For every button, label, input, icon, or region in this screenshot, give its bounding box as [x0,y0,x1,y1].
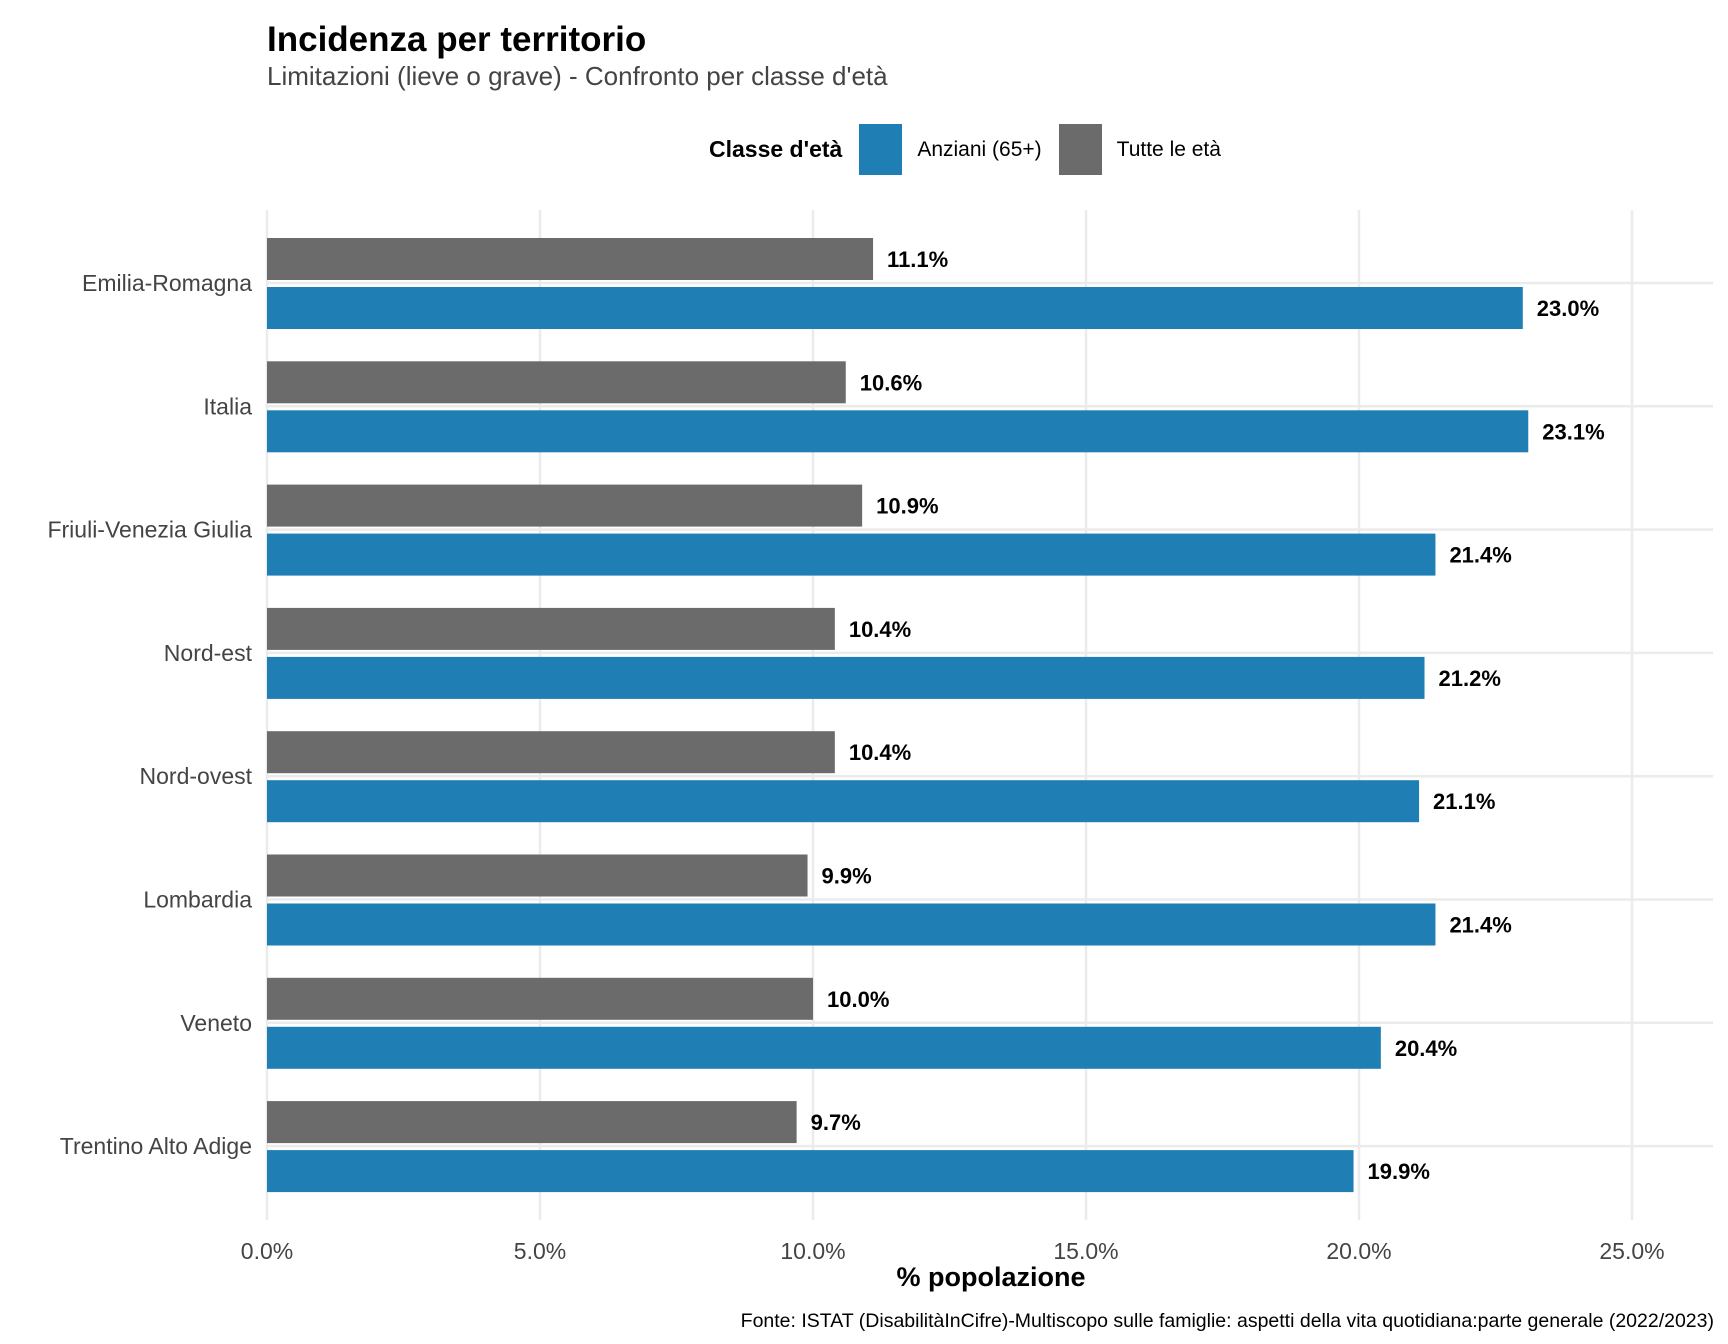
bar-anziani [267,410,1529,453]
gridlines [265,210,1713,1220]
data-label-tutte-le-eta: 10.0% [827,987,889,1012]
x-axis-title: % popolazione [897,1262,1086,1292]
data-label-anziani: 21.4% [1449,543,1511,568]
bar-anziani [267,780,1420,823]
data-label-anziani: 20.4% [1395,1036,1457,1061]
data-label-anziani: 21.1% [1433,789,1495,814]
bar-tutte-le-eta [267,238,874,280]
y-axis-labels: Emilia-Romagna Italia Friuli-Venezia Giuli… [47,270,252,1159]
bar-tutte-le-eta [267,1101,797,1144]
data-label-anziani: 23.0% [1537,296,1599,321]
bar-tutte-le-eta [267,977,813,1020]
bar-anziani [267,533,1436,576]
legend-label-tutte: Tutte le età [1116,137,1221,161]
bar-anziani [267,656,1425,699]
bar-tutte-le-eta [267,854,808,897]
y-tick-label: Lombardia [143,887,252,913]
y-tick-label: Emilia-Romagna [82,270,252,296]
data-label-tutte-le-eta: 9.7% [811,1110,861,1135]
y-tick-label: Nord-est [164,640,253,666]
x-tick-label: 0.0% [241,1238,293,1264]
bar-anziani [267,903,1436,946]
bars [267,238,1529,1193]
data-labels: 11.1% 23.0% 10.6% 23.1% 10.9% 21.4% 10.4% 21.2%… [811,247,1605,1184]
x-axis-labels: 0.0% 5.0% 10.0% 15.0% 20.0% 25.0% [241,1238,1665,1264]
legend-label-anziani: Anziani (65+) [917,137,1042,161]
y-tick-label: Friuli-Venezia Giulia [47,517,252,543]
bar-anziani [267,1026,1381,1069]
y-tick-label: Trentino Alto Adige [60,1133,252,1159]
data-label-tutte-le-eta: 10.6% [860,370,922,395]
x-tick-label: 20.0% [1326,1238,1391,1264]
y-tick-label: Italia [203,393,252,419]
y-tick-label: Veneto [180,1010,252,1036]
legend-title: Classe d'età [709,136,843,162]
bar-tutte-le-eta [267,484,863,527]
bar-tutte-le-eta [267,607,835,650]
x-tick-label: 25.0% [1599,1238,1664,1264]
x-tick-label: 10.0% [780,1238,845,1264]
chart-subtitle: Limitazioni (lieve o grave) - Confronto … [267,61,888,91]
legend-key-anziani [859,124,903,175]
bar-anziani [267,1150,1354,1193]
chart-title: Incidenza per territorio [267,20,647,59]
data-label-tutte-le-eta: 10.4% [849,740,911,765]
legend: Classe d'età Anziani (65+) Tutte le età [709,124,1238,175]
data-label-tutte-le-eta: 10.9% [876,494,938,519]
data-label-tutte-le-eta: 10.4% [849,617,911,642]
data-label-anziani: 23.1% [1542,419,1604,444]
legend-key-tutte [1058,124,1102,175]
data-label-anziani: 21.4% [1449,913,1511,938]
x-tick-label: 5.0% [514,1238,566,1264]
data-label-tutte-le-eta: 9.9% [822,864,872,889]
y-tick-label: Nord-ovest [140,763,253,789]
data-label-anziani: 21.2% [1439,666,1501,691]
bar-tutte-le-eta [267,361,846,404]
bar-tutte-le-eta [267,731,835,774]
source-caption: Fonte: ISTAT (DisabilitàInCifre)-Multisc… [740,1310,1714,1332]
bar-anziani [267,287,1523,329]
data-label-anziani: 19.9% [1368,1159,1430,1184]
x-tick-label: 15.0% [1053,1238,1118,1264]
data-label-tutte-le-eta: 11.1% [887,247,948,272]
